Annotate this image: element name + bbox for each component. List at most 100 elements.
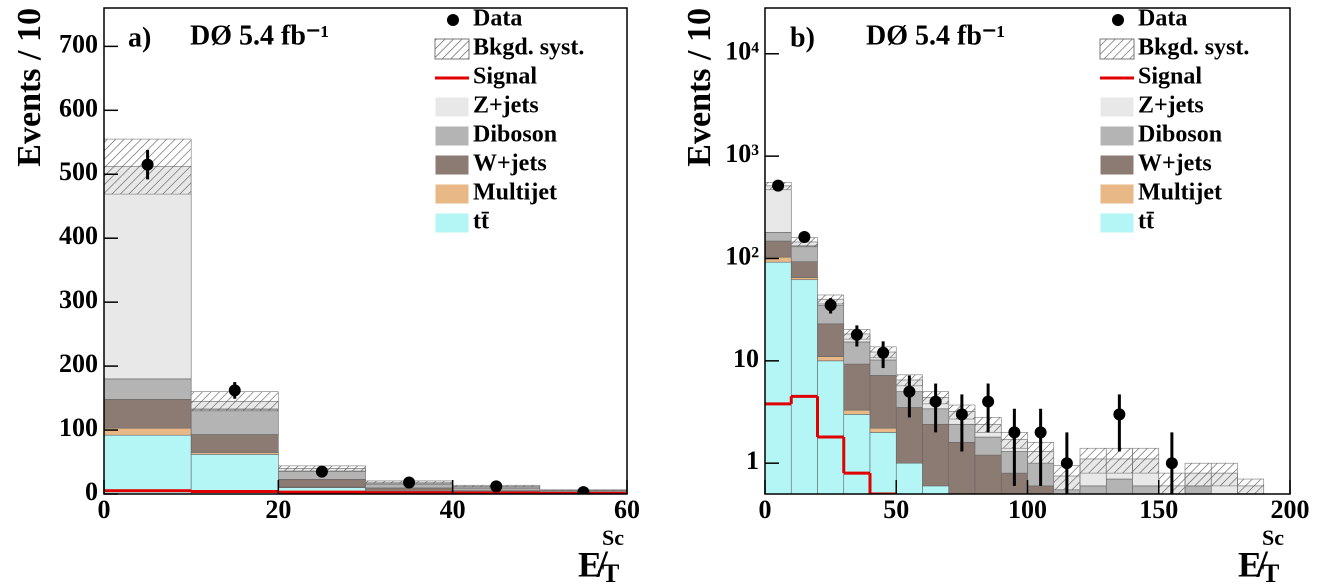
y-tick-label: 10	[733, 344, 759, 373]
panel-label: b)	[790, 22, 815, 53]
stack-bar	[765, 232, 792, 242]
data-point	[1165, 457, 1178, 470]
legend-label: Multijet	[1138, 180, 1222, 206]
legend-label: W+jets	[1138, 151, 1212, 177]
legend-label: Bkgd. syst.	[473, 35, 584, 61]
data-point	[490, 480, 503, 493]
stack-bar	[104, 427, 192, 436]
stack-bar	[790, 277, 818, 281]
stack-bar	[869, 375, 897, 429]
y-tick-label: 1	[746, 446, 759, 475]
stack-bar	[922, 485, 950, 494]
legend-swatch	[1099, 96, 1135, 118]
x-tick-label: 100	[1008, 495, 1047, 524]
legend-label: Data	[1138, 6, 1187, 32]
x-tick-label: 200	[1271, 495, 1310, 524]
annotation: DØ 5.4 fb⁻¹	[190, 20, 329, 51]
x-tick-label: 50	[883, 495, 909, 524]
x-axis-label-sup: Sc	[1262, 525, 1284, 550]
legend-swatch	[434, 125, 470, 147]
data-point	[228, 384, 241, 397]
stack-bar	[190, 408, 279, 435]
legend-label: tt̄	[473, 209, 489, 235]
y-axis-label: Events / 10	[11, 8, 48, 167]
x-tick-label: 0	[98, 495, 111, 524]
stack-bar	[190, 434, 279, 453]
y-tick-label: 0	[85, 477, 98, 506]
legend-label: Bkgd. syst.	[1138, 35, 1249, 61]
data-point	[141, 158, 154, 171]
data-point	[929, 395, 942, 408]
y-tick-label: 500	[59, 157, 98, 186]
stack-bar	[974, 436, 1002, 456]
legend-swatch	[434, 38, 470, 60]
stack-bar	[817, 360, 845, 494]
x-tick-label: 150	[1139, 495, 1178, 524]
stack-bar	[104, 434, 192, 494]
stack-bar	[104, 378, 192, 400]
stack-bar	[1105, 478, 1133, 494]
legend-marker	[447, 14, 459, 26]
stack-bar	[190, 454, 279, 494]
legend-label: Diboson	[473, 122, 557, 148]
x-tick-label: 40	[440, 495, 466, 524]
y-tick-label: 200	[59, 349, 98, 378]
y-tick-label: 600	[59, 93, 98, 122]
stack-bar	[104, 399, 192, 429]
legend-label: tt̄	[1138, 209, 1154, 235]
stack-bar	[1054, 514, 1080, 588]
stack-bar	[1080, 514, 1106, 517]
panel-label: a)	[128, 22, 151, 53]
legend-label: Z+jets	[473, 93, 539, 119]
stack-bar	[104, 166, 192, 380]
legend-label: Multijet	[473, 180, 557, 206]
y-tick-label: 10²	[725, 241, 759, 270]
data-point	[403, 476, 416, 489]
legend-swatch	[434, 212, 470, 234]
legend-marker	[1112, 14, 1124, 26]
stack-bar	[817, 323, 845, 357]
y-tick-label: 300	[59, 285, 98, 314]
stack-bar	[895, 462, 923, 494]
stack-bar	[974, 454, 1002, 494]
legend-swatch	[1099, 183, 1135, 205]
y-tick-label: 100	[59, 413, 98, 442]
legend-label: Signal	[473, 64, 537, 90]
legend-swatch	[434, 154, 470, 176]
legend-label: W+jets	[473, 151, 547, 177]
y-tick-label: 400	[59, 221, 98, 250]
plot-area	[765, 179, 1265, 588]
stack-bar	[817, 356, 845, 362]
stack-bar	[1054, 510, 1080, 588]
stack-bar	[365, 487, 453, 493]
data-point	[1113, 408, 1126, 421]
plot-area	[104, 138, 627, 494]
stack-bar	[790, 279, 818, 494]
legend-swatch	[1099, 125, 1135, 147]
data-point	[824, 299, 837, 312]
x-axis-label-sup: Sc	[602, 525, 624, 550]
data-point	[1060, 457, 1073, 470]
data-point	[772, 179, 785, 192]
y-tick-label: 10⁴	[725, 37, 759, 66]
data-point	[877, 346, 890, 359]
frame	[103, 7, 628, 495]
legend-swatch	[1099, 212, 1135, 234]
data-point	[1034, 426, 1047, 439]
data-point	[1008, 426, 1021, 439]
syst-band	[1079, 447, 1107, 474]
stack-bar	[975, 514, 1001, 535]
data-point	[903, 385, 916, 398]
y-tick-label: 700	[59, 29, 98, 58]
stack-bar	[790, 261, 818, 278]
syst-band	[1184, 462, 1212, 487]
legend-label: Z+jets	[1138, 93, 1204, 119]
x-axis-label-sub: T	[1262, 559, 1279, 588]
legend-swatch	[434, 96, 470, 118]
stack-bar	[1211, 514, 1237, 517]
stack-bar	[278, 478, 366, 488]
stack-bar	[765, 185, 792, 233]
stack-bar	[765, 240, 792, 258]
legend-label: Diboson	[1138, 122, 1222, 148]
stack-bar	[1159, 517, 1185, 566]
